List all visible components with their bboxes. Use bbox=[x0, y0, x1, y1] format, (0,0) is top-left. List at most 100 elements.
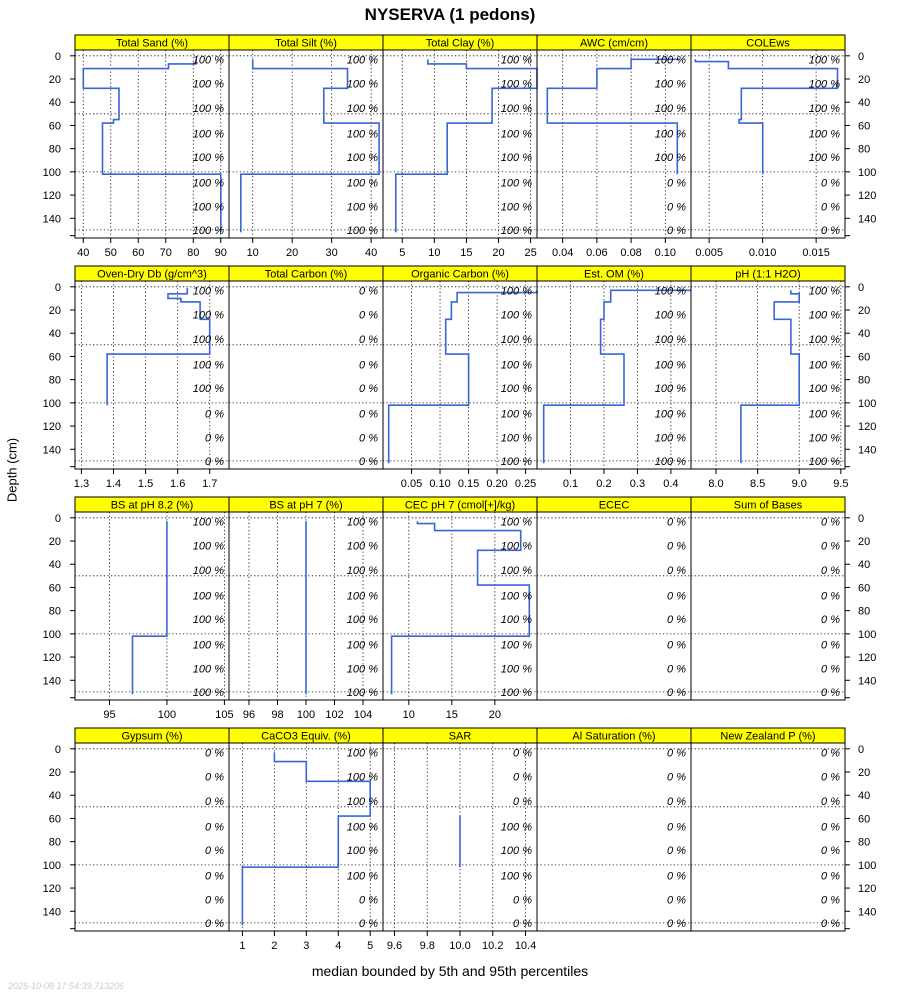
percent-label: 100 % bbox=[501, 591, 532, 603]
percent-label: 0 % bbox=[513, 796, 532, 808]
percent-label: 0 % bbox=[821, 870, 840, 882]
y-tick-label-right: 60 bbox=[858, 813, 870, 825]
y-tick-label-right: 20 bbox=[858, 767, 870, 779]
percent-label: 0 % bbox=[667, 845, 686, 857]
y-axis-label-text: Depth (cm) bbox=[4, 437, 20, 503]
percent-label: 100 % bbox=[347, 870, 378, 882]
y-tick-label-left: 0 bbox=[55, 744, 61, 756]
percent-label: 0 % bbox=[359, 334, 378, 346]
x-tick-label: 0.010 bbox=[749, 247, 777, 259]
percent-label: 100 % bbox=[501, 541, 532, 553]
x-tick-label: 10 bbox=[403, 709, 415, 721]
percent-label: 100 % bbox=[501, 334, 532, 346]
x-tick-label: 10 bbox=[428, 247, 440, 259]
percent-label: 100 % bbox=[809, 408, 840, 420]
percent-label: 0 % bbox=[667, 202, 686, 214]
percent-label: 0 % bbox=[359, 918, 378, 930]
panel-title: CEC pH 7 (cmol[+]/kg) bbox=[405, 500, 515, 512]
percent-label: 100 % bbox=[193, 516, 224, 528]
percent-label: 0 % bbox=[821, 516, 840, 528]
percent-label: 0 % bbox=[821, 796, 840, 808]
y-tick-label-left: 100 bbox=[43, 167, 61, 179]
percent-label: 0 % bbox=[359, 383, 378, 395]
percent-label: 0 % bbox=[667, 541, 686, 553]
percent-label: 100 % bbox=[347, 639, 378, 651]
y-tick-label-right: 140 bbox=[858, 213, 876, 225]
percent-label: 100 % bbox=[347, 541, 378, 553]
percent-label: 0 % bbox=[667, 225, 686, 237]
y-tick-label-left: 40 bbox=[49, 559, 61, 571]
percent-label: 100 % bbox=[655, 103, 686, 115]
percent-label: 0 % bbox=[821, 895, 840, 907]
y-tick-label-left: 40 bbox=[49, 328, 61, 340]
y-tick-label-left: 20 bbox=[49, 536, 61, 548]
panel-title: New Zealand P (%) bbox=[720, 731, 815, 743]
x-tick-label: 0.05 bbox=[401, 478, 422, 490]
x-tick-label: 1.6 bbox=[170, 478, 185, 490]
x-tick-label: 0.10 bbox=[429, 478, 450, 490]
percent-label: 100 % bbox=[809, 456, 840, 468]
y-tick-label-right: 20 bbox=[858, 74, 870, 86]
percent-label: 100 % bbox=[501, 433, 532, 445]
percent-label: 100 % bbox=[501, 456, 532, 468]
percent-label: 0 % bbox=[667, 591, 686, 603]
y-tick-label-right: 140 bbox=[858, 906, 876, 918]
percent-label: 0 % bbox=[513, 918, 532, 930]
percent-label: 0 % bbox=[821, 918, 840, 930]
percent-label: 0 % bbox=[205, 456, 224, 468]
series-line bbox=[546, 58, 679, 175]
percent-label: 100 % bbox=[501, 225, 532, 237]
x-tick-label: 0.15 bbox=[458, 478, 479, 490]
panel-title: ECEC bbox=[599, 500, 630, 512]
percent-label: 100 % bbox=[655, 360, 686, 372]
x-tick-label: 20 bbox=[492, 247, 504, 259]
y-tick-label-right: 80 bbox=[858, 606, 870, 618]
percent-label: 100 % bbox=[193, 54, 224, 66]
percent-label: 100 % bbox=[501, 845, 532, 857]
percent-label: 100 % bbox=[655, 152, 686, 164]
percent-label: 100 % bbox=[501, 152, 532, 164]
percent-label: 0 % bbox=[359, 456, 378, 468]
y-tick-label-right: 100 bbox=[858, 398, 876, 410]
panel-title: Total Carbon (%) bbox=[265, 269, 348, 281]
x-axis-label: median bounded by 5th and 95th percentil… bbox=[311, 963, 589, 979]
y-tick-label-left: 120 bbox=[43, 652, 61, 664]
percent-label: 0 % bbox=[667, 614, 686, 626]
x-tick-label: 1.5 bbox=[138, 478, 153, 490]
percent-label: 100 % bbox=[193, 177, 224, 189]
percent-label: 100 % bbox=[501, 79, 532, 91]
y-tick-label-right: 100 bbox=[858, 860, 876, 872]
percent-label: 0 % bbox=[667, 565, 686, 577]
percent-label: 100 % bbox=[193, 687, 224, 699]
percent-label: 100 % bbox=[501, 687, 532, 699]
percent-label: 0 % bbox=[821, 177, 840, 189]
x-tick-label: 25 bbox=[524, 247, 536, 259]
percent-label: 0 % bbox=[359, 433, 378, 445]
percent-label: 0 % bbox=[667, 516, 686, 528]
x-tick-label: 90 bbox=[215, 247, 227, 259]
percent-label: 0 % bbox=[667, 796, 686, 808]
x-tick-label: 80 bbox=[187, 247, 199, 259]
percent-label: 0 % bbox=[821, 639, 840, 651]
y-tick-label-right: 120 bbox=[858, 421, 876, 433]
y-tick-label-right: 60 bbox=[858, 120, 870, 132]
x-tick-label: 30 bbox=[326, 247, 338, 259]
series-line bbox=[82, 59, 222, 233]
percent-label: 100 % bbox=[809, 383, 840, 395]
x-tick-label: 98 bbox=[271, 709, 283, 721]
series-line bbox=[387, 290, 538, 464]
x-tick-label: 8.0 bbox=[708, 478, 723, 490]
y-tick-label-left: 20 bbox=[49, 767, 61, 779]
percent-label: 100 % bbox=[809, 334, 840, 346]
x-tick-label: 100 bbox=[158, 709, 176, 721]
panel-title: Oven-Dry Db (g/cm^3) bbox=[97, 269, 207, 281]
x-tick-label: 8.5 bbox=[750, 478, 765, 490]
percent-label: 100 % bbox=[347, 225, 378, 237]
series-line bbox=[240, 59, 380, 233]
x-tick-label: 100 bbox=[297, 709, 315, 721]
percent-label: 100 % bbox=[809, 152, 840, 164]
percent-label: 0 % bbox=[667, 870, 686, 882]
y-tick-label-left: 80 bbox=[49, 375, 61, 387]
percent-label: 100 % bbox=[347, 129, 378, 141]
percent-label: 100 % bbox=[347, 54, 378, 66]
